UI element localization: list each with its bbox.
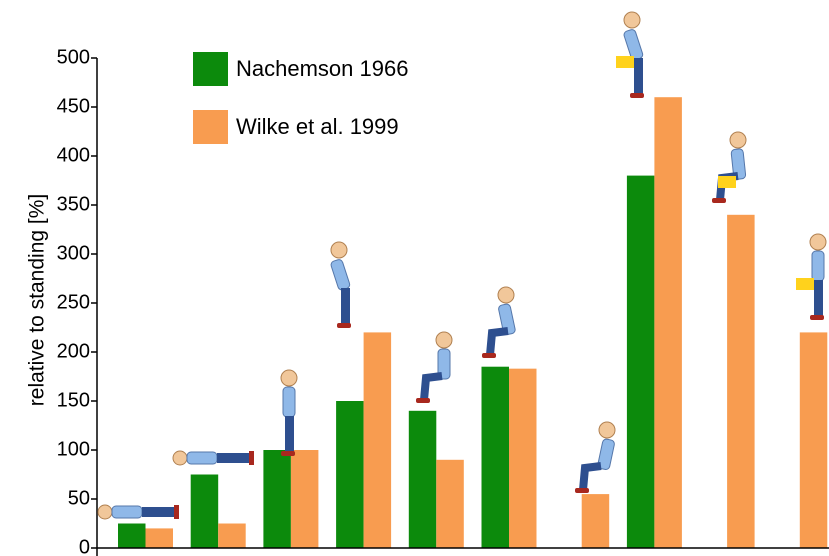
figure-feet <box>249 451 254 465</box>
y-tick-label: 100 <box>57 438 90 460</box>
y-tick-label: 200 <box>57 340 90 362</box>
bar <box>654 97 682 548</box>
bar <box>436 459 464 548</box>
y-tick-label: 350 <box>57 193 90 215</box>
y-tick-label: 150 <box>57 389 90 411</box>
bar <box>481 366 509 548</box>
y-axis-label: relative to standing [%] <box>26 194 49 406</box>
posture-figure <box>575 421 616 493</box>
posture-figure <box>330 241 351 328</box>
figure-body <box>282 386 296 418</box>
figure-feet <box>337 323 351 328</box>
y-tick-label: 250 <box>57 291 90 313</box>
bar <box>290 450 319 548</box>
bar <box>509 368 537 548</box>
figure-body <box>730 148 747 180</box>
figure-head <box>172 450 188 466</box>
figure-feet <box>416 398 430 403</box>
figure-legs <box>486 327 509 356</box>
figure-legs <box>579 462 602 491</box>
y-tick-label: 0 <box>79 536 90 556</box>
bar <box>118 523 146 548</box>
bar <box>218 523 246 548</box>
figure-body <box>437 348 451 380</box>
figure-body <box>597 438 615 471</box>
posture-figure <box>280 369 298 456</box>
figure-feet <box>482 353 496 358</box>
figure-legs <box>217 453 250 463</box>
bar <box>190 474 219 548</box>
bar <box>336 401 364 548</box>
posture-figure <box>97 504 179 520</box>
figure-box <box>616 56 634 68</box>
figure-head <box>97 504 113 520</box>
figure-legs <box>634 58 643 94</box>
figure-body <box>811 250 825 282</box>
figure-legs <box>285 416 294 452</box>
figure-legs <box>341 288 350 324</box>
legend-swatch <box>193 52 228 86</box>
figure-head <box>598 421 616 439</box>
figure-feet <box>575 488 589 493</box>
posture-figure <box>616 11 644 98</box>
bar <box>145 528 173 548</box>
posture-figure <box>172 450 254 466</box>
figure-feet <box>810 315 824 320</box>
figure-legs <box>142 507 175 517</box>
figure-feet <box>712 198 726 203</box>
bar <box>799 332 828 548</box>
bar <box>263 450 291 548</box>
posture-figure <box>796 233 827 320</box>
figure-feet <box>281 451 295 456</box>
y-tick-label: 300 <box>57 242 90 264</box>
figure-head <box>809 233 827 251</box>
figure-head <box>497 286 515 304</box>
posture-figure <box>712 131 747 203</box>
figure-head <box>435 331 453 349</box>
figure-head <box>623 11 641 29</box>
posture-figure <box>482 286 516 358</box>
figure-box <box>718 176 736 188</box>
figure-feet <box>630 93 644 98</box>
bar <box>581 494 610 548</box>
figure-body <box>186 451 218 465</box>
y-tick-label: 450 <box>57 95 90 117</box>
bar <box>626 175 655 548</box>
legend-label: Wilke et al. 1999 <box>236 114 399 139</box>
y-tick-label: 50 <box>68 487 90 509</box>
figure-head <box>729 131 747 149</box>
figure-head <box>280 369 298 387</box>
y-tick-label: 500 <box>57 46 90 68</box>
figure-legs <box>420 372 443 401</box>
figure-feet <box>174 505 179 519</box>
figure-body <box>111 505 143 519</box>
figure-body <box>498 303 516 336</box>
bar <box>727 214 755 549</box>
bar <box>363 332 392 548</box>
bar <box>408 410 437 548</box>
legend-label: Nachemson 1966 <box>236 56 408 81</box>
figure-legs <box>814 280 823 316</box>
posture-figure <box>416 331 453 403</box>
y-tick-label: 400 <box>57 144 90 166</box>
figure-body <box>330 259 351 291</box>
figure-box <box>796 278 814 290</box>
figure-head <box>330 241 348 259</box>
legend-swatch <box>193 110 228 144</box>
